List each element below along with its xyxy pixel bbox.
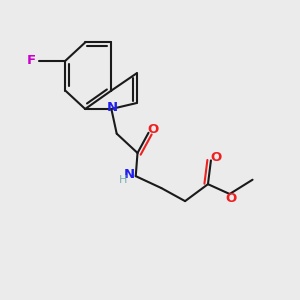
Text: O: O	[148, 123, 159, 136]
Text: N: N	[124, 168, 135, 181]
Text: F: F	[26, 54, 36, 67]
Text: N: N	[106, 101, 118, 114]
Text: H: H	[119, 175, 128, 185]
Text: O: O	[210, 151, 221, 164]
Text: O: O	[225, 192, 236, 205]
